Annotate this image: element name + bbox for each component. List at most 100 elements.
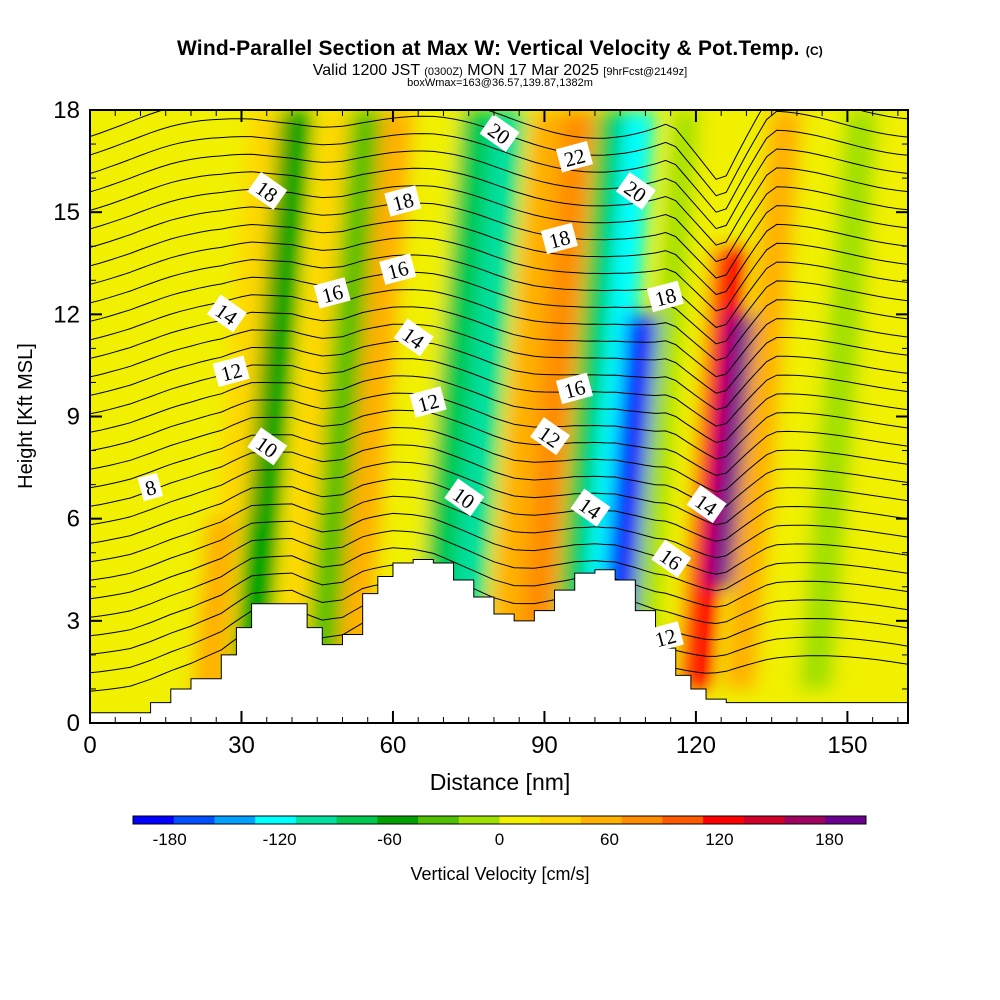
colorbar-label: Vertical Velocity [cm/s] (410, 864, 589, 884)
colorbar-swatch (703, 816, 745, 824)
colorbar-tick-label: 120 (705, 830, 733, 849)
y-tick-label: 18 (53, 97, 80, 124)
theta-contour-line (90, 478, 908, 544)
velocity-cell (385, 110, 460, 621)
theta-contour-label: 8 (137, 472, 164, 502)
theta-label-box (555, 141, 594, 173)
velocity-cell (99, 110, 182, 723)
theta-contour-line (90, 495, 908, 563)
velocity-cell (627, 110, 707, 689)
x-tick-label: 90 (531, 732, 558, 759)
axes: 0 30 60 90 120 150 0 3 6 9 12 15 18 (53, 97, 908, 759)
theta-label-box (384, 185, 422, 217)
theta-contour-line (90, 426, 908, 493)
theta-contour-line (90, 271, 908, 345)
colorbar-swatch (743, 816, 786, 824)
velocity-cell (557, 110, 632, 621)
theta-contour-line (90, 254, 908, 328)
colorbar-swatch (499, 816, 541, 824)
theta-label-box (646, 280, 684, 313)
y-tick-label: 6 (67, 506, 80, 533)
x-tick-label: 0 (83, 732, 96, 759)
colorbar-tick-label: -180 (153, 830, 187, 849)
theta-label-box (651, 539, 692, 578)
colorbar-swatch (621, 816, 663, 824)
y-tick-label: 9 (67, 404, 80, 431)
theta-label-box (540, 222, 578, 255)
colorbar-swatch (825, 816, 867, 824)
velocity-cell (149, 110, 233, 723)
theta-contour-line (90, 375, 908, 444)
title-main: Wind-Parallel Section at Max W: Vertical… (176, 37, 800, 60)
theta-label-box (247, 427, 288, 466)
x-axis-label: Distance [nm] (430, 769, 571, 795)
theta-label-box (444, 478, 485, 517)
theta-contour-label: 20 (615, 171, 656, 210)
theta-contour-label: 14 (686, 485, 727, 524)
colorbar-tick-label: 180 (815, 830, 843, 849)
theta-label-box (393, 318, 434, 357)
valid-date: MON 17 Mar 2025 (467, 62, 599, 79)
theta-label-box (409, 386, 447, 418)
velocity-cell (652, 110, 733, 689)
theta-contour-label: 16 (313, 277, 351, 309)
theta-label-box (530, 417, 571, 456)
colorbar-swatch (580, 816, 623, 824)
y-tick-label: 15 (53, 199, 80, 226)
theta-label-box (686, 485, 727, 524)
theta-contour-label: 12 (646, 621, 684, 653)
theta-label-box (479, 113, 520, 152)
colorbar-swatch (173, 816, 215, 824)
y-tick-label: 3 (67, 608, 80, 635)
theta-contour-line (90, 512, 908, 581)
theta-contour-line (90, 110, 908, 180)
velocity-cell (90, 110, 132, 615)
colorbar-tick-label: -120 (263, 830, 297, 849)
theta-contour-label: 18 (646, 280, 684, 313)
colorbar-swatch (295, 816, 338, 824)
colorbar-swatch (214, 816, 256, 824)
y-tick-label: 0 (67, 710, 80, 737)
theta-label-box (379, 253, 417, 285)
theta-contour-line (90, 444, 908, 509)
theta-contour-line (90, 409, 908, 476)
chart-subtitle: Valid 1200 JST (0300Z) MON 17 Mar 2025 [… (0, 62, 1000, 80)
colorbar-tick-label: 60 (600, 830, 619, 849)
theta-contour-line (90, 392, 908, 460)
colorbar-swatch (458, 816, 500, 824)
theta-contour-label: 12 (409, 386, 447, 418)
terrain-profile (89, 559, 909, 724)
colorbar-swatch (336, 816, 378, 824)
valid-utc: (0300Z) (424, 66, 463, 78)
box-info: boxWmax=163@36.57,139.87,1382m (407, 77, 593, 89)
theta-label-box (615, 171, 656, 210)
velocity-cell (304, 110, 384, 689)
colorbar-frame (132, 815, 867, 825)
velocity-cell (273, 110, 354, 689)
theta-label-box (247, 171, 288, 210)
chart-title: Wind-Parallel Section at Max W: Vertical… (0, 37, 1000, 61)
velocity-cell (216, 110, 283, 519)
theta-contour-line (90, 340, 908, 411)
velocity-cell (839, 110, 908, 689)
theta-contours (90, 110, 908, 692)
theta-contour-line (90, 461, 908, 526)
colorbar-swatch (418, 816, 460, 824)
theta-label-box (206, 294, 247, 333)
y-tick-label: 12 (53, 301, 80, 328)
colorbar-swatch (662, 816, 704, 824)
velocity-cell (190, 518, 240, 723)
theta-contour-line (90, 237, 908, 312)
colorbar-swatch (255, 816, 297, 824)
theta-contour-line (90, 323, 908, 394)
title-copyright: (C) (805, 44, 824, 58)
theta-contour-line (90, 129, 908, 213)
colorbar-swatch (377, 816, 419, 824)
theta-contour-line (90, 530, 908, 600)
theta-contour-label: 22 (555, 141, 594, 173)
theta-contour-label: 12 (212, 355, 250, 387)
colorbar-swatch (540, 816, 582, 824)
x-tick-label: 30 (228, 732, 255, 759)
colorbar: -180 -120 -60 0 60 120 180 (132, 815, 867, 849)
